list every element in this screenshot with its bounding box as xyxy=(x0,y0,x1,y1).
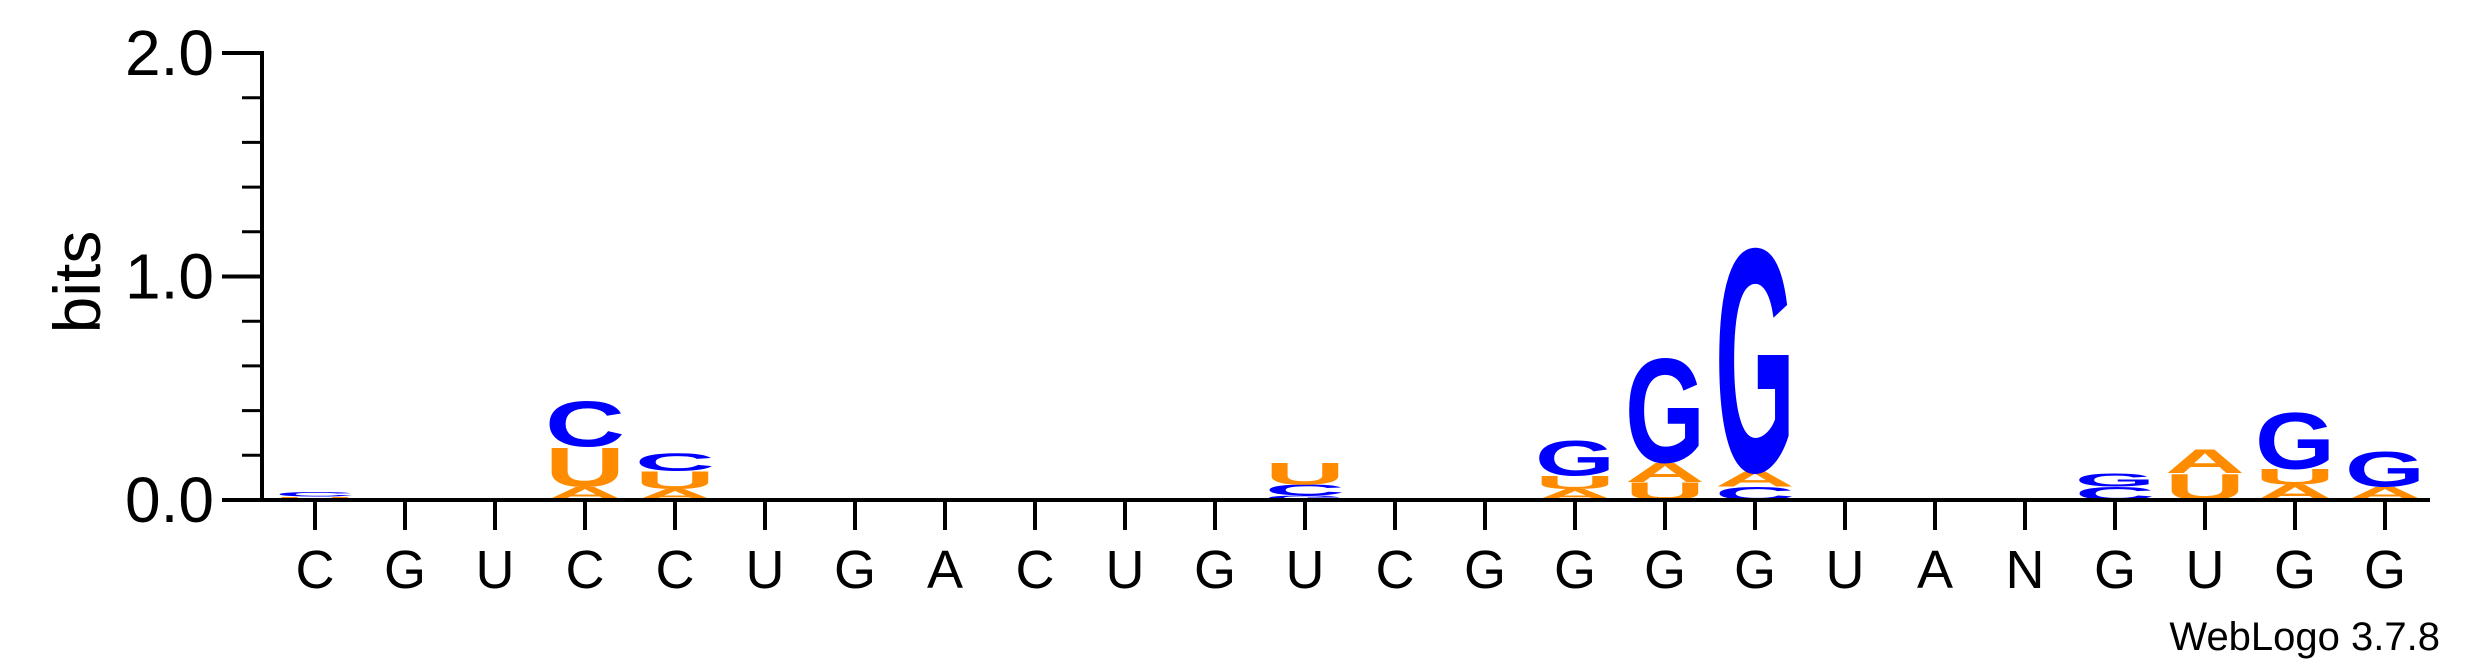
x-tick-label: A xyxy=(1917,540,1953,600)
logo-letter: G xyxy=(1535,431,1615,486)
x-tick-label: G xyxy=(2094,540,2136,600)
logo-stacks: UCAUCAUCGCUAUGUAGCAGCGUAAUGAG xyxy=(275,183,2425,540)
x-tick-label: U xyxy=(2186,540,2225,600)
x-tick-label: G xyxy=(1194,540,1236,600)
x-tick-label: G xyxy=(2364,540,2406,600)
logo-letter-glyph: A xyxy=(1715,467,1795,491)
logo-letter-glyph: U xyxy=(1265,456,1345,491)
logo-letter-glyph: U xyxy=(2255,465,2335,489)
logo-letter: C xyxy=(1265,481,1345,498)
logo-letter: A xyxy=(2165,443,2245,481)
x-tick-label: C xyxy=(566,540,605,600)
x-tick-label: G xyxy=(834,540,876,600)
logo-letter: G xyxy=(1625,328,1705,494)
logo-letter-glyph: U xyxy=(545,436,625,498)
x-tick-label: G xyxy=(1734,540,1776,600)
logo-letter-glyph: G xyxy=(1715,183,1795,540)
y-tick-label: 2.0 xyxy=(125,17,214,89)
y-axis-label: bits xyxy=(40,231,114,334)
logo-letter: C xyxy=(635,449,715,477)
x-tick-label: U xyxy=(476,540,515,600)
logo-letter: U xyxy=(1535,472,1615,493)
x-tick-label: G xyxy=(384,540,426,600)
y-axis: 0.0 1.0 2.0 xyxy=(125,17,264,536)
x-tick-label: G xyxy=(2274,540,2316,600)
y-tick-label: 1.0 xyxy=(125,241,214,313)
x-tick-label: G xyxy=(1464,540,1506,600)
logo-letter: G xyxy=(2255,395,2335,486)
logo-letter-glyph: A xyxy=(2165,443,2245,481)
logo-letter-glyph: G xyxy=(1625,328,1705,494)
logo-letter: U xyxy=(2255,465,2335,489)
x-tick-label: A xyxy=(927,540,963,600)
logo-letter: A xyxy=(1625,457,1705,488)
x-tick-label: C xyxy=(1376,540,1415,600)
x-tick-label: C xyxy=(656,540,695,600)
logo-letter-glyph: G xyxy=(2255,395,2335,486)
logo-letter-glyph: C xyxy=(275,491,355,498)
x-tick-label: U xyxy=(1826,540,1865,600)
logo-letter-glyph: C xyxy=(635,449,715,477)
logo-letter: U xyxy=(1265,456,1345,491)
y-tick-label: 0.0 xyxy=(125,464,214,536)
logo-letter-glyph: C xyxy=(1265,481,1345,498)
logo-letter: U xyxy=(635,467,715,495)
x-tick-label: U xyxy=(746,540,785,600)
logo-letter-glyph: G xyxy=(2075,470,2155,491)
x-tick-label: C xyxy=(1016,540,1055,600)
logo-letter-glyph: G xyxy=(2345,442,2425,497)
x-tick-label: U xyxy=(1286,540,1325,600)
weblogo-version-label: WebLogo 3.7.8 xyxy=(2169,615,2440,659)
x-tick-label: G xyxy=(1644,540,1686,600)
logo-letter-glyph: U xyxy=(1535,472,1615,493)
logo-letter-glyph: A xyxy=(1625,457,1705,488)
logo-letter: G xyxy=(2345,442,2425,497)
logo-letter-glyph: G xyxy=(1535,431,1615,486)
logo-letter: C xyxy=(275,491,355,498)
logo-letter: C xyxy=(545,388,625,460)
logo-letter-glyph: C xyxy=(545,388,625,460)
logo-letter: G xyxy=(1265,494,1345,501)
x-tick-label: C xyxy=(296,540,335,600)
x-tick-label: N xyxy=(2006,540,2045,600)
logo-letter-glyph: G xyxy=(1265,494,1345,501)
logo-letter-glyph: U xyxy=(635,467,715,495)
logo-letter: G xyxy=(1715,183,1795,540)
logo-letter: A xyxy=(1715,467,1795,491)
x-tick-label: U xyxy=(1106,540,1145,600)
logo-letter: U xyxy=(545,436,625,498)
logo-letter: G xyxy=(2075,470,2155,491)
x-tick-label: G xyxy=(1554,540,1596,600)
